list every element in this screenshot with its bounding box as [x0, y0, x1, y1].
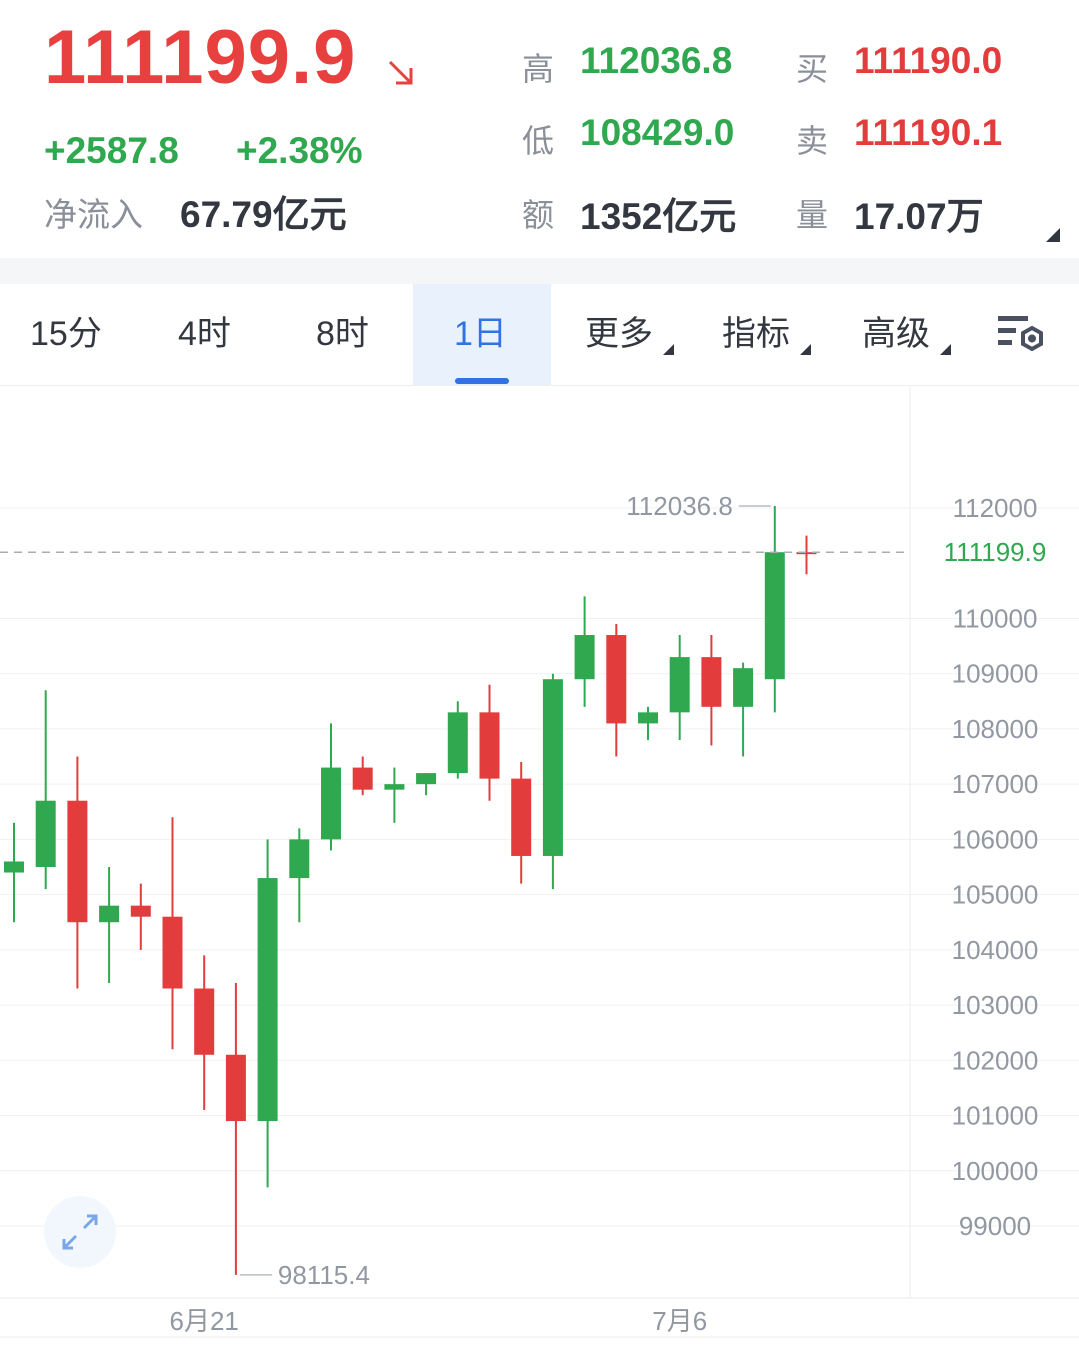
sell-label: 卖	[796, 123, 829, 159]
tab-8h[interactable]: 8时	[316, 315, 369, 353]
candlestick-chart[interactable]: 112000 110000 109000 108000 107000 106000 1050…	[0, 386, 1079, 1348]
high-label: 高	[522, 51, 555, 87]
tab-indicators[interactable]: 指标	[722, 315, 790, 353]
candle-body	[416, 773, 437, 785]
y-tick-label: 99000	[959, 1211, 1031, 1241]
volume-label: 量	[796, 197, 829, 233]
current-price-label: 111199.9	[944, 537, 1047, 567]
netflow-label: 净流入	[44, 196, 143, 233]
header-separator	[0, 258, 1079, 284]
y-tick-label: 106000	[952, 824, 1039, 854]
tab-bar-divider	[0, 385, 1079, 386]
candle-body	[542, 679, 563, 856]
candle-body	[764, 552, 785, 680]
amount-label: 额	[522, 197, 555, 233]
tab-1d[interactable]: 1日	[454, 315, 507, 353]
y-tick-label: 101000	[952, 1101, 1039, 1131]
candle-body	[796, 552, 817, 555]
candle-body	[257, 878, 278, 1122]
candle-body	[4, 861, 24, 873]
candle-body	[733, 668, 754, 707]
tab-active-indicator	[455, 378, 509, 384]
low-label: 低	[522, 123, 555, 159]
candle-body	[701, 657, 722, 707]
candle-body	[67, 800, 88, 923]
candle-body	[352, 767, 373, 790]
tab-15min[interactable]: 15分	[30, 315, 102, 353]
y-tick-label: 102000	[952, 1045, 1039, 1075]
candle-body	[606, 635, 627, 724]
y-tick-label: 100000	[952, 1156, 1039, 1186]
price-change-percent: +2.38%	[236, 130, 363, 171]
buy-value: 111190.0	[854, 40, 1003, 81]
low-value: 108429.0	[580, 112, 735, 153]
expand-header-icon[interactable]	[1046, 228, 1060, 247]
candle-body	[99, 905, 120, 923]
tab-more[interactable]: 更多	[585, 315, 653, 353]
timeframe-tab-bar: 15分 4时 8时 1日 更多 指标 高级	[0, 284, 1079, 386]
y-tick-label: 110000	[953, 603, 1038, 633]
max-annotation-label: 112036.8	[626, 491, 733, 521]
candle-body	[447, 712, 468, 774]
chart-settings-icon[interactable]	[996, 314, 1048, 363]
candle-body	[511, 778, 532, 856]
min-annotation-label: 98115.4	[278, 1260, 370, 1290]
buy-label: 买	[796, 51, 829, 87]
fullscreen-button[interactable]	[44, 1196, 116, 1268]
y-tick-label: 112000	[953, 493, 1038, 523]
candle-body	[321, 767, 341, 840]
y-tick-label: 103000	[952, 990, 1039, 1020]
volume-value: 17.07万	[854, 196, 984, 237]
y-tick-label: 105000	[952, 880, 1039, 910]
amount-value: 1352亿元	[580, 196, 737, 237]
y-tick-label: 104000	[952, 935, 1039, 965]
candle-body	[638, 712, 658, 724]
y-tick-label: 109000	[952, 659, 1039, 689]
x-tick-label: 7月6	[652, 1306, 707, 1336]
candle-body	[384, 784, 405, 790]
y-tick-label: 107000	[952, 769, 1039, 799]
indicators-dropdown-icon	[800, 344, 811, 355]
tab-active-background	[413, 284, 551, 386]
candle-body	[479, 712, 500, 779]
candle-body	[574, 635, 595, 680]
sell-value: 111190.1	[854, 112, 1003, 153]
tab-4h[interactable]: 4时	[178, 315, 231, 353]
current-price: 111199.9	[44, 15, 357, 100]
down-arrow-icon	[386, 58, 416, 93]
more-dropdown-icon	[663, 344, 674, 355]
tab-advanced[interactable]: 高级	[862, 315, 930, 353]
candle-body	[289, 839, 310, 879]
x-tick-label: 6月21	[170, 1306, 239, 1336]
candle-body	[35, 800, 56, 867]
advanced-dropdown-icon	[940, 344, 951, 355]
candle-body	[194, 988, 215, 1055]
price-change: +2587.8	[44, 130, 179, 171]
candle-body	[162, 916, 183, 989]
candle-body	[669, 657, 690, 713]
netflow-value: 67.79亿元	[180, 194, 347, 235]
y-tick-label: 108000	[952, 714, 1039, 744]
current-price-label-bg	[912, 532, 1078, 573]
candle-body	[225, 1054, 246, 1122]
candle-body	[130, 905, 151, 917]
high-value: 112036.8	[580, 40, 733, 81]
expand-arrows-icon	[62, 1214, 98, 1250]
